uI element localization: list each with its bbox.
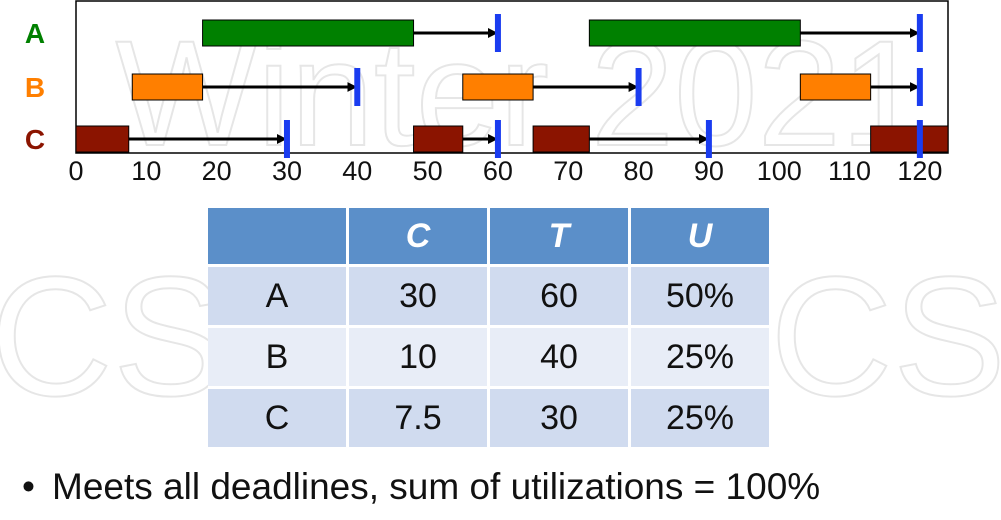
- x-tick-label: 100: [757, 156, 802, 186]
- header-cell-u: U: [631, 208, 772, 267]
- task-b-execution-bar: [462, 73, 534, 101]
- x-tick-label: 40: [342, 156, 372, 186]
- task-c-execution-bar: [413, 125, 464, 153]
- table-cell: 50%: [631, 267, 772, 328]
- x-axis-ticks: 0 10 20 30 40 50 60 70 80 90 100 110 120: [68, 156, 942, 186]
- watermark-text-right: CSD: [770, 242, 1001, 432]
- x-tick-label: 90: [694, 156, 724, 186]
- task-label-a: A: [25, 18, 45, 49]
- table-row: C 7.5 30 25%: [208, 389, 772, 450]
- x-tick-label: 10: [131, 156, 161, 186]
- task-b-execution-bar: [131, 73, 204, 101]
- schedule-chart: ABC 0 10 20 30 40 50 60 70 80 90 100 110 120: [25, 0, 949, 186]
- task-labels: ABC: [25, 18, 45, 155]
- x-tick-label: 60: [483, 156, 513, 186]
- table-cell: 10: [349, 328, 490, 389]
- table-cell: 30: [490, 389, 631, 450]
- table-header-row: C T U: [208, 208, 772, 267]
- task-a-execution-bar: [202, 19, 415, 47]
- chart-marks: [75, 14, 949, 158]
- table-cell: 30: [349, 267, 490, 328]
- table-cell: 60: [490, 267, 631, 328]
- table-cell: 25%: [631, 389, 772, 450]
- table-cell: 40: [490, 328, 631, 389]
- x-tick-label: 30: [272, 156, 302, 186]
- x-tick-label: 120: [897, 156, 942, 186]
- x-tick-label: 80: [624, 156, 654, 186]
- utilization-table: C T U A 30 60 50% B 10 40 25% C 7.5 30: [208, 208, 772, 450]
- table-cell: 7.5: [349, 389, 490, 450]
- table-row: A 30 60 50%: [208, 267, 772, 328]
- task-b-execution-bar: [799, 73, 872, 101]
- x-tick-label: 20: [202, 156, 232, 186]
- header-cell-t: T: [490, 208, 631, 267]
- table-row: B 10 40 25%: [208, 328, 772, 389]
- x-tick-label: 70: [553, 156, 583, 186]
- task-label-b: B: [25, 72, 45, 103]
- bullet-point: • Meets all deadlines, sum of utilization…: [22, 466, 820, 508]
- header-cell-c: C: [349, 208, 490, 267]
- bullet-symbol: •: [22, 466, 35, 507]
- task-c-execution-bar: [75, 125, 130, 153]
- x-tick-label: 0: [68, 156, 83, 186]
- table-cell: 25%: [631, 328, 772, 389]
- task-c-execution-bar: [532, 125, 590, 153]
- task-a-execution-bar: [588, 19, 801, 47]
- table-cell: B: [208, 328, 349, 389]
- bullet-text: Meets all deadlines, sum of utilizations…: [52, 466, 821, 507]
- table-cell: A: [208, 267, 349, 328]
- task-label-c: C: [25, 124, 45, 155]
- chart-frame: [75, 0, 949, 154]
- x-tick-label: 110: [828, 156, 871, 186]
- table-cell: C: [208, 389, 349, 450]
- header-cell-task: [208, 208, 349, 267]
- x-tick-label: 50: [413, 156, 443, 186]
- task-c-execution-bar: [870, 125, 949, 153]
